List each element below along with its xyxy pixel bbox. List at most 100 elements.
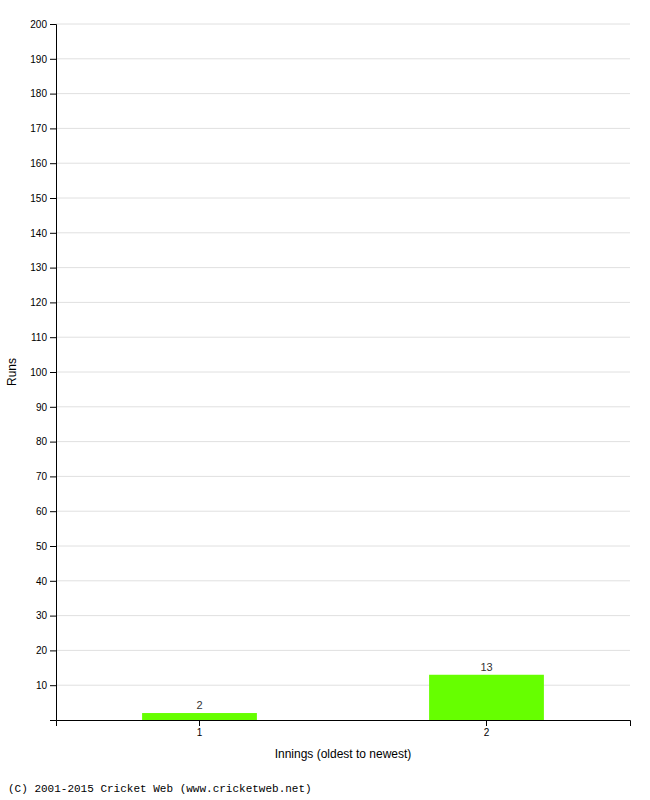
y-tick-label: 60 xyxy=(36,506,48,517)
y-tick-label: 90 xyxy=(36,402,48,413)
y-tick-label: 40 xyxy=(36,576,48,587)
y-tick-label: 70 xyxy=(36,471,48,482)
chart-svg: 10 20 30 40 50 60 70 80 90 100 110 120 130 140 150 160 1… xyxy=(0,0,650,800)
y-tick-mark xyxy=(50,685,56,686)
y-tick-label: 80 xyxy=(36,436,48,447)
y-axis: 10 20 30 40 50 60 70 80 90 100 110 120 130 140 150 160 1… xyxy=(30,19,56,721)
y-tick-mark xyxy=(50,198,56,199)
bar xyxy=(142,713,257,720)
y-tick: 160 xyxy=(30,158,56,169)
data-label: 2 xyxy=(196,699,202,711)
x-tick-mark xyxy=(486,720,487,726)
y-tick: 100 xyxy=(30,367,56,378)
y-tick-label: 180 xyxy=(30,88,47,99)
y-tick: 140 xyxy=(30,228,56,239)
chart-container: 10 20 30 40 50 60 70 80 90 100 110 120 130 140 150 160 1… xyxy=(0,0,650,800)
y-tick-mark xyxy=(50,24,56,25)
x-tick: 1 xyxy=(197,720,203,738)
y-tick-mark xyxy=(50,616,56,617)
y-tick-mark xyxy=(50,476,56,477)
y-tick: 40 xyxy=(36,576,56,587)
data-labels: 2 13 xyxy=(196,661,492,711)
x-axis-line xyxy=(57,721,631,727)
y-tick-label: 100 xyxy=(30,367,47,378)
y-tick-mark xyxy=(50,337,56,338)
grid-line xyxy=(56,615,630,616)
y-tick-label: 20 xyxy=(36,645,48,656)
y-tick-label: 10 xyxy=(36,680,48,691)
y-tick-label: 190 xyxy=(30,54,47,65)
y-tick-label: 160 xyxy=(30,158,47,169)
y-tick: 70 xyxy=(36,471,56,482)
y-tick: 180 xyxy=(30,88,56,99)
grid-line xyxy=(56,302,630,303)
footer: (C) 2001-2015 Cricket Web (www.cricketwe… xyxy=(8,783,312,795)
grid-line xyxy=(56,546,630,547)
y-tick: 110 xyxy=(31,332,56,343)
bars xyxy=(142,675,544,720)
y-tick-label: 50 xyxy=(36,541,48,552)
x-tick-mark xyxy=(199,720,200,726)
y-tick-label: 200 xyxy=(30,19,47,30)
grid-line xyxy=(56,511,630,512)
grid-line xyxy=(56,476,630,477)
y-tick-mark xyxy=(50,59,56,60)
y-tick: 80 xyxy=(36,436,56,447)
y-tick-mark xyxy=(50,94,56,95)
grid-line xyxy=(56,372,630,373)
y-tick: 130 xyxy=(30,262,56,273)
y-tick: 150 xyxy=(30,193,56,204)
grid-line xyxy=(56,58,630,59)
y-tick-mark xyxy=(50,581,56,582)
y-tick: 90 xyxy=(36,402,56,413)
x-tick-label: 2 xyxy=(484,727,490,738)
plot-area: 10 20 30 40 50 60 70 80 90 100 110 120 130 140 150 160 1… xyxy=(5,19,631,761)
y-tick-label: 110 xyxy=(31,332,47,343)
grid-line xyxy=(56,24,630,25)
y-tick: 20 xyxy=(36,645,56,656)
y-tick-mark xyxy=(50,407,56,408)
y-tick: 60 xyxy=(36,506,56,517)
grid-line xyxy=(56,198,630,199)
grid-line xyxy=(56,441,630,442)
grid xyxy=(56,24,630,685)
y-tick-mark xyxy=(50,372,56,373)
y-tick-label: 120 xyxy=(30,297,47,308)
x-axis-title: Innings (oldest to newest) xyxy=(275,747,412,761)
y-tick-mark xyxy=(50,650,56,651)
grid-line xyxy=(56,93,630,94)
y-tick: 170 xyxy=(30,123,56,134)
y-tick-label: 170 xyxy=(30,123,47,134)
y-tick-mark xyxy=(50,128,56,129)
grid-line xyxy=(56,580,630,581)
y-tick-mark xyxy=(50,233,56,234)
y-tick-label: 150 xyxy=(30,193,47,204)
y-tick-label: 30 xyxy=(36,610,48,621)
y-tick: 120 xyxy=(30,297,56,308)
grid-line xyxy=(56,128,630,129)
y-axis-title: Runs xyxy=(5,358,19,386)
y-tick-mark xyxy=(50,163,56,164)
y-tick-mark xyxy=(50,302,56,303)
y-tick-mark xyxy=(50,546,56,547)
data-label: 13 xyxy=(480,661,492,673)
y-tick: 200 xyxy=(30,19,56,30)
y-tick-mark xyxy=(50,511,56,512)
y-tick-mark xyxy=(50,442,56,443)
y-tick-mark xyxy=(50,268,56,269)
grid-line xyxy=(56,406,630,407)
y-tick: 190 xyxy=(30,54,56,65)
y-tick-label: 130 xyxy=(30,262,47,273)
grid-line xyxy=(56,337,630,338)
x-axis: 12 xyxy=(57,720,631,738)
grid-line xyxy=(56,267,630,268)
grid-line xyxy=(56,232,630,233)
y-tick: 30 xyxy=(36,610,56,621)
grid-line xyxy=(56,650,630,651)
y-axis-line xyxy=(50,25,57,721)
y-tick: 50 xyxy=(36,541,56,552)
y-tick: 10 xyxy=(36,680,56,691)
y-tick-label: 140 xyxy=(30,228,47,239)
grid-line xyxy=(56,163,630,164)
bar xyxy=(429,675,544,720)
